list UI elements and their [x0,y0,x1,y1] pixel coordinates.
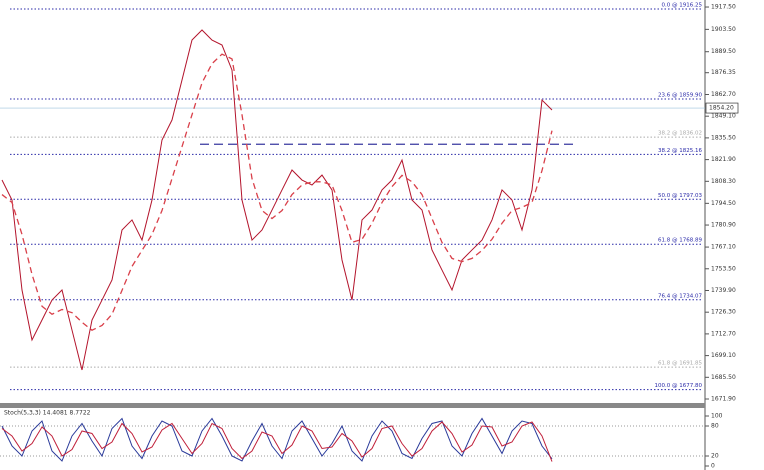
y-tick-label: 1821.90 [711,156,736,163]
y-tick-label: 1794.50 [711,200,736,207]
fib-label: 61.8 @ 1768.89 [658,238,702,244]
y-tick-label: 20 [711,453,719,460]
price-box [705,102,739,114]
y-tick-label: 1685.50 [711,374,736,381]
y-tick-label: 1876.35 [711,69,736,76]
series-line [1,29,553,371]
fib-label: 76.4 @ 1734.07 [658,293,702,299]
y-tick-label: 1753.50 [711,265,736,272]
y-tick-label: 1917.50 [711,4,736,11]
fib-label: 50.0 @ 1797.03 [658,193,702,199]
fib-label: 38.2 @ 1825.16 [658,148,702,154]
series-line [1,421,553,462]
y-tick-label: 80 [711,423,719,430]
y-tick-label: 1712.70 [711,330,736,337]
y-tick-label: 100 [711,413,723,420]
y-tick-label: 1849.10 [711,113,736,120]
y-tick-label: 0 [711,463,715,470]
fib-label: 61.8 @ 1691.85 [658,361,702,367]
fib-label: 23.6 @ 1859.90 [658,92,702,98]
y-tick-label: 1739.90 [711,287,736,294]
y-tick-label: 1903.50 [711,26,736,33]
y-tick-label: 1862.70 [711,91,736,98]
y-tick-label: 1780.90 [711,222,736,229]
panel-separator [0,403,705,408]
fib-label: 38.2 @ 1836.02 [658,131,702,137]
y-tick-label: 1835.50 [711,134,736,141]
series-line [1,53,553,331]
y-tick-label: 1671.90 [711,396,736,403]
y-tick-label: 1726.30 [711,309,736,316]
y-tick-label: 1699.10 [711,352,736,359]
y-tick-label: 1767.10 [711,244,736,251]
series-line [1,417,553,462]
y-tick-label: 1889.50 [711,48,736,55]
indicator-title: Stoch(5,3,3) 14.4081 8.7722 [4,410,91,417]
y-tick-label: 1808.30 [711,178,736,185]
fib-label: 100.0 @ 1677.80 [655,383,703,389]
current-price-label: 1854.20 [709,105,734,112]
fib-label: 0.0 @ 1916.25 [662,3,703,9]
